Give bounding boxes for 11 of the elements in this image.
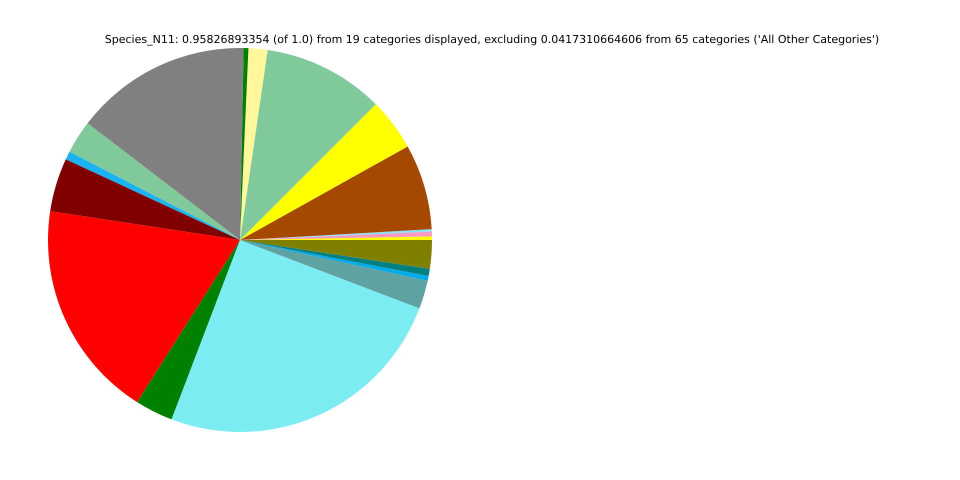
pie-slice [240, 104, 408, 240]
pie-slice [240, 240, 428, 308]
pie-slice [48, 211, 240, 402]
text: Species_N11: 0.95826893354 (of 1.0) from 19 categories displayed, excluding 0.0417310664606 from 65 categories ('All Other Categories') [104, 33, 880, 46]
pie-slice [172, 240, 420, 432]
pie-slice [137, 240, 240, 420]
pie-slice [240, 240, 432, 269]
pie-slice [88, 48, 244, 240]
pie-slice [240, 48, 268, 240]
pie-slice [50, 159, 240, 240]
pie-slice [240, 146, 432, 240]
